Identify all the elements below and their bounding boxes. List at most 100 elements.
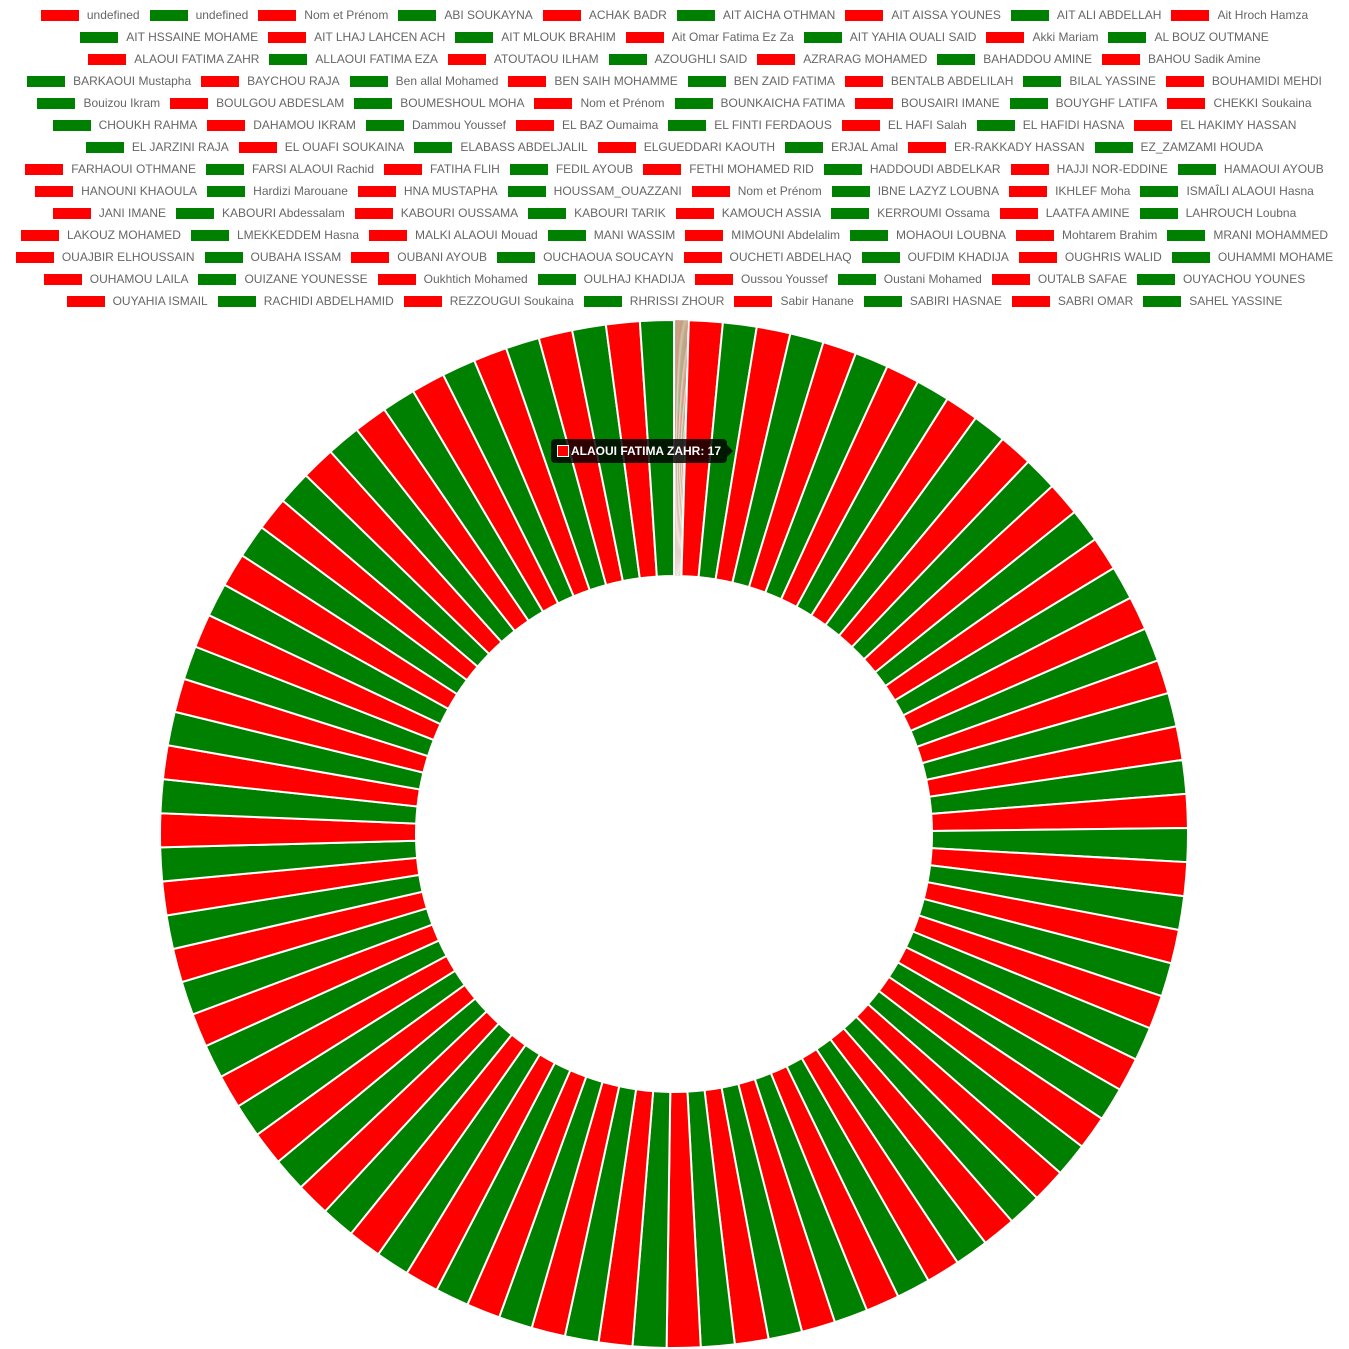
legend-item[interactable]: Oukhtich Mohamed [377, 268, 528, 290]
legend-item[interactable]: LAHROUCH Loubna [1139, 202, 1296, 224]
legend-item[interactable]: HADDOUDI ABDELKAR [823, 158, 1001, 180]
legend-item[interactable]: MIMOUNI Abdelalim [685, 224, 840, 246]
legend-item[interactable]: BILAL YASSINE [1023, 70, 1156, 92]
legend-item[interactable]: OUGHRIS WALID [1018, 246, 1162, 268]
legend-item[interactable]: BOULGOU ABDESLAM [170, 92, 344, 114]
legend-item[interactable]: REZZOUGUI Soukaina [403, 290, 574, 312]
legend-item[interactable]: ELABASS ABDELJALIL [414, 136, 588, 158]
legend-item[interactable]: KERROUMI Ossama [831, 202, 990, 224]
legend-item[interactable]: LMEKKEDDEM Hasna [190, 224, 359, 246]
legend-item[interactable]: KABOURI OUSSAMA [354, 202, 518, 224]
legend-item[interactable]: AZOUGHLI SAID [608, 48, 747, 70]
legend-item[interactable]: EL HAFI Salah [841, 114, 967, 136]
legend-item[interactable]: ISMAÎLI ALAOUI Hasna [1140, 180, 1314, 202]
legend-item[interactable]: AIT MLOUK BRAHIM [455, 26, 616, 48]
legend-item[interactable]: HANOUNI KHAOULA [35, 180, 197, 202]
legend-item[interactable]: OUCHETI ABDELHAQ [683, 246, 852, 268]
legend-item[interactable]: ALAOUI FATIMA ZAHR [88, 48, 259, 70]
legend-item[interactable]: OUHAMMI MOHAME [1171, 246, 1333, 268]
legend-item[interactable]: EL HAFIDI HASNA [976, 114, 1124, 136]
legend-item[interactable]: undefined [149, 4, 248, 26]
legend-item[interactable]: BAHADDOU AMINE [937, 48, 1092, 70]
legend-item[interactable]: AIT ALI ABDELLAH [1010, 4, 1161, 26]
legend-item[interactable]: OUHAMOU LAILA [43, 268, 188, 290]
legend-item[interactable]: HOUSSAM_OUAZZANI [507, 180, 682, 202]
legend-item[interactable]: KABOURI Abdessalam [176, 202, 345, 224]
legend-item[interactable]: EL BAZ Oumaima [516, 114, 658, 136]
legend-item[interactable]: Nom et Prénom [534, 92, 665, 114]
legend-item[interactable]: FARHAOUI OTHMANE [25, 158, 196, 180]
legend-item[interactable]: MANI WASSIM [547, 224, 675, 246]
legend-item[interactable]: Hardizi Marouane [207, 180, 348, 202]
legend-item[interactable]: EZ_ZAMZAMI HOUDA [1094, 136, 1263, 158]
legend-item[interactable]: Nom et Prénom [691, 180, 822, 202]
legend-item[interactable]: OUBANI AYOUB [351, 246, 487, 268]
legend-item[interactable]: OUFDIM KHADIJA [861, 246, 1009, 268]
legend-item[interactable]: IBNE LAZYZ LOUBNA [831, 180, 999, 202]
legend-item[interactable]: ABI SOUKAYNA [398, 4, 533, 26]
legend-item[interactable]: HAJJI NOR-EDDINE [1010, 158, 1168, 180]
legend-item[interactable]: KAMOUCH ASSIA [675, 202, 821, 224]
legend-item[interactable]: Akki Mariam [986, 26, 1098, 48]
legend-item[interactable]: BOUSAIRI IMANE [854, 92, 1000, 114]
legend-item[interactable]: FETHI MOHAMED RID [643, 158, 814, 180]
legend-item[interactable]: Sabir Hanane [734, 290, 854, 312]
legend-item[interactable]: MOHAOUI LOUBNA [850, 224, 1006, 246]
legend-item[interactable]: Mohtarem Brahim [1016, 224, 1157, 246]
legend-item[interactable]: OUYACHOU YOUNES [1136, 268, 1305, 290]
legend-item[interactable]: ALLAOUI FATIMA EZA [269, 48, 438, 70]
legend-item[interactable]: BEN SAIH MOHAMME [508, 70, 678, 92]
legend-item[interactable]: ELGUEDDARI KAOUTH [597, 136, 775, 158]
legend-item[interactable]: Ait Omar Fatima Ez Za [625, 26, 794, 48]
legend-item[interactable]: BOUHAMIDI MEHDI [1165, 70, 1322, 92]
legend-item[interactable]: FEDIL AYOUB [509, 158, 633, 180]
legend-item[interactable]: AIT AISSA YOUNES [845, 4, 1001, 26]
legend-item[interactable]: RACHIDI ABDELHAMID [217, 290, 394, 312]
legend-item[interactable]: AIT LHAJ LAHCEN ACH [268, 26, 445, 48]
legend-item[interactable]: SABIRI HASNAE [863, 290, 1002, 312]
legend-item[interactable]: OUIZANE YOUNESSE [198, 268, 368, 290]
legend-item[interactable]: ER-RAKKADY HASSAN [908, 136, 1085, 158]
legend-item[interactable]: BOUNKAICHA FATIMA [674, 92, 845, 114]
legend-item[interactable]: EL FINTI FERDAOUS [668, 114, 832, 136]
legend-item[interactable]: CHOUKH RAHMA [52, 114, 197, 136]
legend-item[interactable]: FARSI ALAOUI Rachid [205, 158, 374, 180]
legend-item[interactable]: Oustani Mohamed [837, 268, 982, 290]
legend-item[interactable]: AL BOUZ OUTMANE [1108, 26, 1269, 48]
legend-item[interactable]: HAMAOUI AYOUB [1177, 158, 1324, 180]
legend-item[interactable]: SAHEL YASSINE [1143, 290, 1282, 312]
legend-item[interactable]: BARKAOUI Mustapha [27, 70, 191, 92]
legend-item[interactable]: BENTALB ABDELILAH [844, 70, 1013, 92]
legend-item[interactable]: EL OUAFI SOUKAINA [238, 136, 404, 158]
legend-item[interactable]: AZRARAG MOHAMED [757, 48, 927, 70]
legend-item[interactable]: Oussou Youssef [695, 268, 828, 290]
legend-item[interactable]: OUBAHA ISSAM [204, 246, 341, 268]
legend-item[interactable]: SABRI OMAR [1011, 290, 1133, 312]
legend-item[interactable]: CHEKKI Soukaina [1167, 92, 1312, 114]
legend-item[interactable]: ACHAK BADR [542, 4, 667, 26]
legend-item[interactable]: BEN ZAID FATIMA [687, 70, 835, 92]
legend-item[interactable]: MRANI MOHAMMED [1167, 224, 1328, 246]
legend-item[interactable]: AIT HSSAINE MOHAME [80, 26, 258, 48]
legend-item[interactable]: Ait Hroch Hamza [1171, 4, 1308, 26]
legend-item[interactable]: AIT YAHIA OUALI SAID [803, 26, 976, 48]
legend-item[interactable]: Ben allal Mohamed [349, 70, 498, 92]
legend-item[interactable]: LAATFA AMINE [999, 202, 1130, 224]
legend-item[interactable]: KABOURI TARIK [528, 202, 666, 224]
legend-item[interactable]: EL JARZINI RAJA [85, 136, 229, 158]
legend-item[interactable]: BAYCHOU RAJA [201, 70, 340, 92]
legend-item[interactable]: EL HAKIMY HASSAN [1134, 114, 1296, 136]
legend-item[interactable]: OUCHAOUA SOUCAYN [497, 246, 674, 268]
legend-item[interactable]: undefined [40, 4, 140, 26]
legend-item[interactable]: JANI IMANE [52, 202, 166, 224]
legend-item[interactable]: DAHAMOU IKRAM [207, 114, 356, 136]
legend-item[interactable]: ERJAL Amal [785, 136, 898, 158]
legend-item[interactable]: BOUYGHF LATIFA [1009, 92, 1157, 114]
legend-item[interactable]: HNA MUSTAPHA [357, 180, 498, 202]
legend-item[interactable]: OULHAJ KHADIJA [537, 268, 685, 290]
legend-item[interactable]: ATOUTAOU ILHAM [447, 48, 599, 70]
legend-item[interactable]: OUYAHIA ISMAIL [66, 290, 208, 312]
legend-item[interactable]: BAHOU Sadik Amine [1101, 48, 1261, 70]
legend-item[interactable]: FATIHA FLIH [384, 158, 500, 180]
legend-item[interactable]: OUAJBIR ELHOUSSAIN [15, 246, 195, 268]
